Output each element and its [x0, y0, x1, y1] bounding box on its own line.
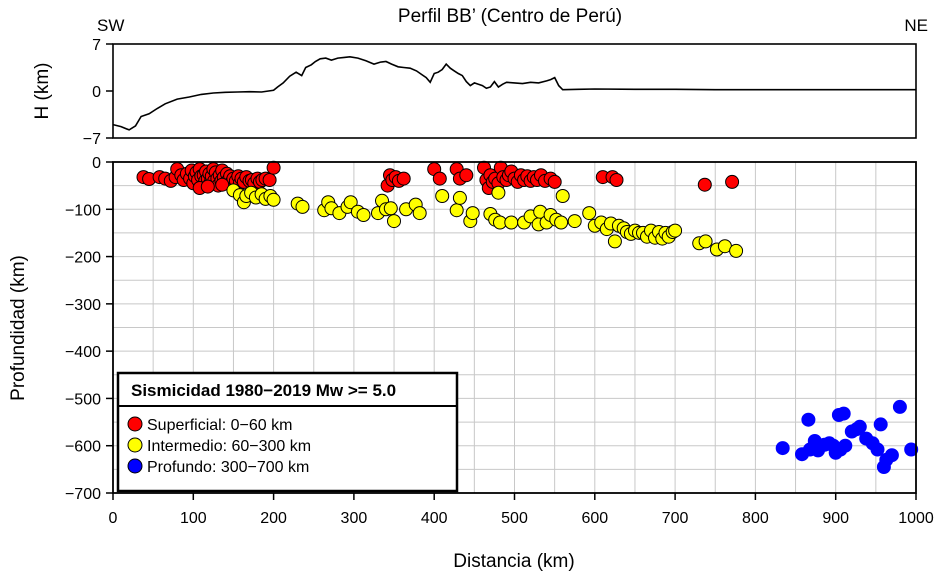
intermedio-point	[387, 214, 401, 229]
intermedio-point	[607, 234, 622, 249]
intermedio-point	[295, 199, 310, 214]
x-tick-label: 200	[260, 510, 287, 527]
y-tick-label: −500	[65, 391, 101, 408]
intermedio-point	[435, 189, 450, 203]
superficial-point	[262, 173, 277, 187]
y-tick-label: −600	[65, 439, 101, 456]
depth-axis-label: Profundidad (km)	[8, 255, 29, 401]
y-tick-label: −700	[65, 486, 101, 503]
legend: Sismicidad 1980−2019 Mw >= 5.0 Superfici…	[116, 371, 459, 493]
intermedio-point	[452, 190, 467, 205]
profundo-point	[892, 399, 907, 414]
x-tick-label: 900	[822, 510, 849, 527]
superficial-point	[396, 171, 411, 186]
superficial-point	[432, 171, 447, 186]
legend-entry-intermedio: Intermedio: 60−300 km	[147, 438, 311, 455]
y-tick-label: −400	[65, 344, 101, 361]
legend-marker-superficial	[127, 416, 143, 432]
superficial-point	[459, 168, 474, 183]
intermedio-point	[343, 195, 358, 210]
profundo-point	[884, 448, 899, 463]
y-tick-label: 0	[92, 155, 101, 172]
superficial-point	[609, 173, 624, 187]
superficial-point	[547, 174, 562, 189]
profundo-point	[870, 442, 885, 457]
legend-marker-profundo	[127, 458, 143, 474]
superficial-point	[200, 179, 215, 194]
elevation-profile-line	[112, 55, 916, 131]
x-tick-label: 600	[581, 510, 608, 527]
elevation-tick-label: 7	[92, 37, 101, 54]
x-tick-label: 700	[662, 510, 689, 527]
intermedio-point	[729, 243, 744, 258]
elevation-axis-label: H (km)	[32, 63, 53, 120]
elevation-panel-frame	[112, 43, 917, 139]
intermedio-point	[698, 234, 713, 249]
profundo-point	[775, 441, 790, 456]
superficial-point	[266, 160, 281, 175]
x-tick-label: 400	[421, 510, 448, 527]
intermedio-point	[383, 201, 398, 216]
legend-marker-intermedio	[127, 437, 143, 453]
y-tick-label: −100	[65, 202, 101, 219]
profundo-point	[873, 417, 888, 432]
y-tick-label: −300	[65, 297, 101, 314]
intermedio-point	[356, 208, 371, 222]
intermedio-point	[491, 185, 506, 200]
intermedio-point	[449, 203, 464, 218]
distance-axis-label: Distancia (km)	[453, 551, 574, 572]
x-tick-label: 0	[109, 510, 118, 527]
legend-title: Sismicidad 1980−2019 Mw >= 5.0	[131, 381, 396, 400]
intermedio-point	[554, 215, 569, 230]
legend-entry-superficial: Superficial: 0−60 km	[147, 417, 292, 434]
intermedio-point	[582, 206, 597, 221]
y-tick-label: −200	[65, 250, 101, 267]
profundo-point	[852, 419, 867, 434]
superficial-point	[215, 177, 230, 192]
intermedio-point	[668, 223, 683, 238]
intermedio-point	[266, 192, 281, 207]
figure-title: Perfil BB’ (Centro de Perú)	[398, 6, 622, 27]
intermedio-point	[412, 206, 427, 221]
intermedio-point	[465, 206, 480, 221]
elevation-panel: 7 0 −7 H (km)	[32, 37, 917, 148]
intermedio-point	[567, 214, 582, 229]
profundo-point	[904, 442, 919, 457]
superficial-point	[697, 177, 712, 192]
x-tick-label: 500	[501, 510, 528, 527]
profundo-point	[838, 438, 853, 453]
x-tick-label: 300	[341, 510, 368, 527]
legend-box	[116, 371, 459, 493]
x-tick-label: 100	[180, 510, 207, 527]
depth-panel: 0 100 200 300 400 500 600 700 800 900 1000 0 −100 −20…	[8, 155, 934, 572]
elevation-tick-label: −7	[83, 131, 101, 148]
x-tick-label: 800	[742, 510, 769, 527]
intermedio-point	[504, 215, 519, 230]
elevation-tick-label: 0	[92, 84, 101, 101]
superficial-point	[725, 174, 740, 189]
intermedio-point	[555, 189, 570, 203]
sw-label: SW	[97, 16, 124, 35]
legend-entry-profundo: Profundo: 300−700 km	[147, 459, 309, 476]
profundo-point	[801, 412, 816, 427]
ne-label: NE	[904, 16, 928, 35]
profundo-point	[836, 406, 851, 421]
x-tick-label: 1000	[898, 510, 934, 527]
